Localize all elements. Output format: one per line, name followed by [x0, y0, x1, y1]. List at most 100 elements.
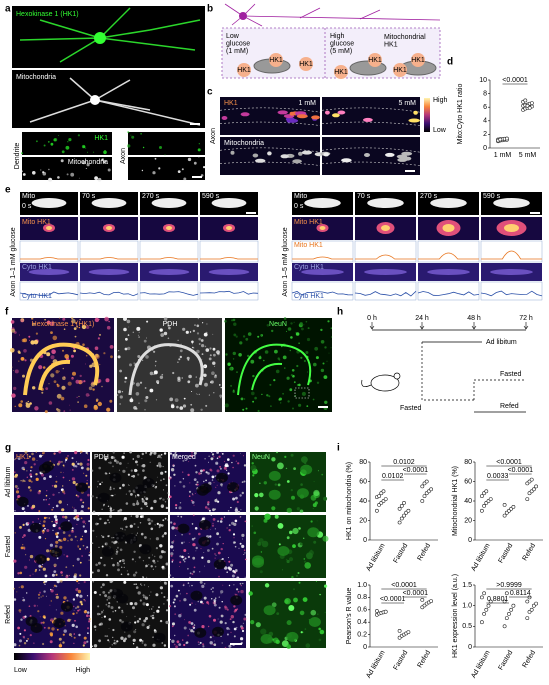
image-speck: [155, 537, 159, 541]
image-speck: [83, 380, 86, 383]
image-speck: [17, 350, 21, 354]
image-speck: [231, 574, 235, 578]
annotation: <0.0001: [496, 459, 522, 466]
image-speck: [187, 473, 190, 477]
image-speck: [296, 364, 299, 368]
image-speck: [24, 450, 28, 454]
image-speck: [55, 480, 58, 483]
image-speck: [141, 169, 144, 172]
image-speck: [63, 492, 66, 495]
image-speck: [299, 610, 305, 616]
neurite: [149, 19, 201, 31]
image-speck: [20, 546, 24, 550]
image-speck: [160, 453, 163, 456]
image-speck: [154, 157, 157, 160]
image-speck: [230, 563, 234, 567]
nucleus: [97, 492, 110, 503]
trace: [199, 290, 259, 295]
image-speck: [179, 379, 181, 381]
signal: [292, 159, 302, 164]
image-speck: [270, 405, 272, 407]
image-speck: [127, 131, 130, 134]
image-speck: [121, 566, 123, 568]
image-speck: [191, 343, 193, 345]
image-speck: [145, 567, 146, 569]
image-speck: [138, 556, 141, 559]
image-speck: [90, 469, 94, 472]
image-speck: [117, 568, 120, 572]
image-speck: [50, 373, 55, 378]
image-speck: [203, 166, 206, 169]
image-speck: [300, 483, 303, 486]
image-speck: [14, 369, 19, 374]
y-tick-label: 8: [483, 90, 487, 97]
image-speck: [128, 326, 130, 328]
image-speck: [177, 339, 179, 341]
image-speck: [82, 145, 86, 149]
image-speck: [140, 465, 143, 467]
image-speck: [312, 503, 317, 508]
data-point: [525, 497, 530, 502]
image-speck: [113, 487, 115, 490]
image-speck: [215, 554, 217, 556]
data-point: [511, 603, 516, 608]
image-speck: [101, 385, 103, 388]
image-speck: [107, 519, 109, 521]
nucleus: [116, 593, 129, 604]
image-speck: [155, 593, 159, 597]
cyto-blob: [28, 269, 70, 275]
image-speck: [111, 541, 114, 543]
image-speck: [165, 562, 169, 566]
image-speck: [188, 495, 191, 498]
image-speck: [216, 457, 219, 460]
image-speck: [171, 559, 174, 562]
image-speck: [127, 634, 131, 638]
image-speck: [87, 151, 89, 153]
image-speck: [62, 537, 67, 541]
image-speck: [81, 324, 87, 330]
image-speck: [153, 370, 158, 375]
image-speck: [152, 636, 154, 638]
image-speck: [182, 558, 185, 561]
image-speck: [94, 346, 99, 351]
image-speck: [74, 619, 76, 622]
image-speck: [138, 336, 140, 338]
image-speck: [54, 544, 58, 548]
signal: [267, 151, 272, 156]
image-speck: [193, 347, 195, 349]
image-speck: [134, 602, 138, 606]
image-speck: [76, 580, 79, 583]
image-speck: [145, 564, 148, 568]
image-speck: [299, 542, 303, 546]
image-speck: [261, 393, 263, 396]
data-point: [488, 497, 493, 502]
label: glucose: [226, 40, 250, 47]
image-speck: [135, 382, 140, 387]
image-speck: [213, 353, 216, 357]
image-speck: [233, 541, 236, 544]
label: Cyto HK1: [22, 293, 52, 300]
axon-outline: [321, 147, 421, 166]
image-speck: [303, 359, 306, 363]
image-speck: [320, 328, 323, 332]
label: High: [330, 33, 345, 40]
trace: [480, 290, 543, 297]
data-point: [509, 607, 514, 612]
image-speck: [237, 590, 240, 593]
image-speck: [239, 582, 242, 585]
y-tick-label: 1.0: [462, 603, 472, 610]
image-speck: [119, 395, 123, 399]
image-speck: [173, 473, 176, 476]
image-speck: [293, 381, 296, 384]
image-speck: [61, 508, 65, 512]
image-speck: [20, 480, 22, 482]
trace: [354, 290, 417, 297]
image-speck: [80, 510, 84, 514]
image-speck: [219, 384, 221, 386]
image-speck: [207, 501, 210, 504]
y-tick-label: 80: [359, 459, 367, 466]
image-speck: [67, 381, 72, 386]
image-speck: [301, 327, 304, 331]
image-speck: [132, 474, 136, 478]
image-speck: [209, 468, 212, 471]
